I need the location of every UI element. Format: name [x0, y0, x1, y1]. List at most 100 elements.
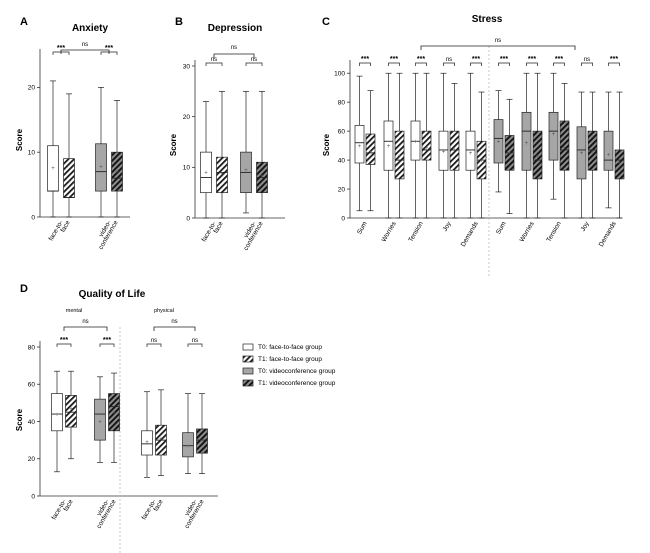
- mean-marker: +: [204, 171, 208, 177]
- mean-marker: +: [525, 141, 529, 147]
- category-label: Joy: [580, 220, 591, 233]
- mean-marker: +: [563, 145, 567, 151]
- y-tick-label: 10: [183, 165, 191, 172]
- within-significance: ***: [390, 56, 398, 63]
- box-t0-videoconference: +: [96, 87, 107, 217]
- category-label: Worries: [381, 220, 399, 243]
- within-significance: ns: [584, 57, 590, 63]
- box-t0-face-to-face: +: [384, 73, 393, 218]
- panel-title: Depression: [208, 23, 262, 34]
- y-tick-label: 20: [28, 85, 36, 92]
- figure: AAnxietyScore01020++++*** ***nsface-to-fa…: [0, 0, 650, 553]
- box-t1-videoconference: +: [257, 91, 268, 218]
- box-t0-face-to-face: +: [201, 101, 212, 218]
- legend-label: T1: face-to-face group: [258, 356, 322, 363]
- box-t0-videoconference: +: [95, 377, 106, 463]
- mean-marker: +: [607, 153, 611, 159]
- mean-marker: +: [497, 139, 501, 145]
- box-t1-videoconference: +: [197, 394, 208, 474]
- box-t0-face-to-face: +: [48, 81, 59, 217]
- panel-letter: D: [20, 283, 28, 295]
- mean-marker: +: [200, 438, 204, 444]
- box-t0-videoconference: +: [577, 92, 586, 218]
- legend-label: T1: videoconference group: [258, 380, 336, 387]
- between-bracket: [154, 327, 195, 331]
- mean-marker: +: [98, 420, 102, 426]
- within-bracket: [57, 344, 71, 347]
- within-significance: ***: [528, 56, 536, 63]
- box-t1-videoconference: +: [615, 92, 624, 218]
- panel-title: Quality of Life: [79, 289, 146, 300]
- within-bracket: [389, 63, 400, 66]
- within-bracket: [188, 344, 202, 347]
- within-bracket: [527, 63, 538, 66]
- y-axis-label: Score: [15, 408, 24, 431]
- category-label: Sum: [356, 221, 369, 236]
- box-t1-face-to-face: +: [156, 390, 167, 476]
- box-t1-videoconference: +: [588, 92, 597, 218]
- mean-marker: +: [112, 410, 116, 416]
- between-significance: ns: [82, 42, 88, 48]
- mean-marker: +: [580, 151, 584, 157]
- box-t0-videoconference: +: [494, 91, 503, 192]
- within-significance: ***: [417, 56, 425, 63]
- category-label: Sum: [495, 221, 508, 236]
- y-tick-label: 20: [183, 114, 191, 121]
- within-bracket: [360, 63, 371, 66]
- legend-label: T0: videoconference group: [258, 368, 336, 375]
- subgroup-label: physical: [154, 308, 174, 314]
- mean-marker: +: [369, 150, 373, 156]
- legend-swatch: [243, 368, 253, 374]
- mean-marker: +: [51, 166, 55, 172]
- within-bracket: [416, 63, 427, 66]
- subgroup-label: mental: [66, 308, 83, 314]
- mean-marker: +: [387, 144, 391, 150]
- box-t1-face-to-face: +: [217, 91, 228, 218]
- mean-marker: +: [591, 150, 595, 156]
- within-significance: ***: [610, 56, 618, 63]
- box-t1-videoconference: +: [533, 73, 542, 218]
- box-t1-videoconference: +: [109, 373, 120, 462]
- box-iqr: [64, 159, 75, 198]
- mean-marker: +: [67, 180, 71, 186]
- mean-marker: +: [480, 158, 484, 164]
- box-t0-face-to-face: +: [355, 76, 364, 211]
- between-significance: ns: [171, 319, 177, 325]
- panel-title: Anxiety: [72, 23, 109, 34]
- mean-marker: +: [398, 154, 402, 160]
- box-t0-videoconference: +: [604, 92, 613, 208]
- category-label: Demands: [460, 220, 480, 248]
- y-tick-label: 60: [338, 128, 346, 135]
- box-t0-videoconference: +: [522, 73, 531, 218]
- mean-marker: +: [453, 148, 457, 154]
- legend-swatch: [243, 344, 253, 350]
- y-axis-label: Score: [169, 133, 178, 156]
- between-bracket: [64, 327, 107, 331]
- category-label: Demands: [598, 220, 618, 248]
- mean-marker: +: [244, 168, 248, 174]
- between-significance: ns: [231, 45, 237, 51]
- within-bracket: [499, 63, 510, 66]
- box-t1-face-to-face: +: [450, 83, 459, 218]
- legend-label: T0: face-to-face group: [258, 344, 322, 351]
- y-axis-label: Score: [322, 133, 331, 156]
- y-tick-label: 0: [31, 493, 35, 500]
- within-bracket: [582, 63, 593, 66]
- box-t0-face-to-face: +: [411, 73, 420, 218]
- box-t1-videoconference: +: [505, 99, 514, 213]
- category-label: Tension: [407, 220, 424, 243]
- box-t1-face-to-face: +: [64, 94, 75, 217]
- within-significance: ns: [192, 338, 198, 344]
- within-bracket: [100, 344, 114, 347]
- within-bracket: [206, 63, 222, 66]
- box-iqr: [604, 131, 613, 170]
- box-t0-videoconference: +: [183, 394, 194, 474]
- within-significance: ns: [151, 338, 157, 344]
- mean-marker: +: [55, 412, 59, 418]
- y-tick-label: 0: [31, 214, 35, 221]
- category-label: Joy: [442, 220, 453, 233]
- box-t0-face-to-face: +: [52, 371, 63, 472]
- mean-marker: +: [552, 132, 556, 138]
